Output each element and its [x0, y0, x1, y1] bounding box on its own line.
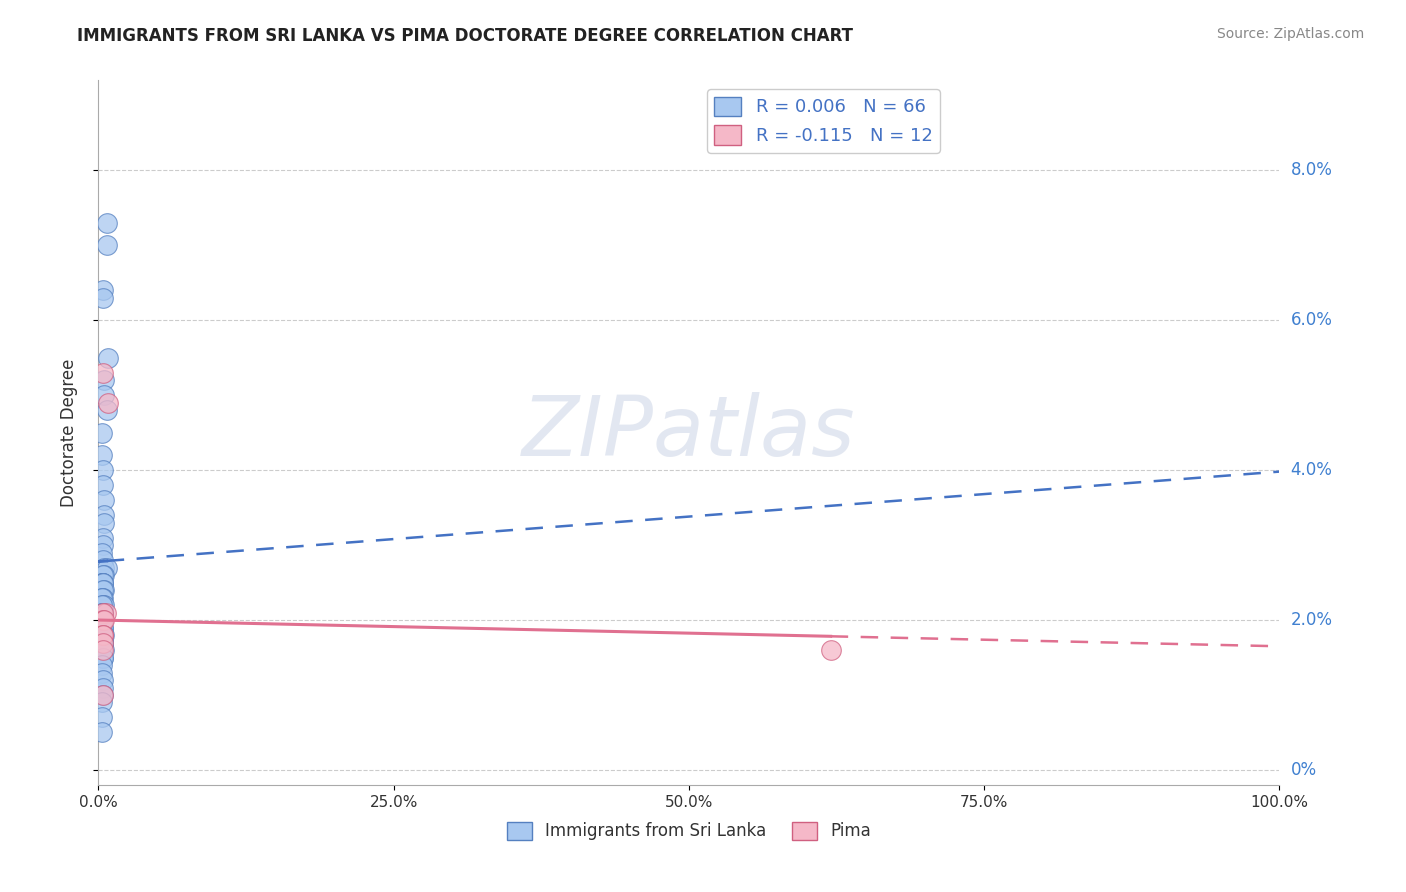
Point — [97, 395, 120, 409]
Point — [91, 681, 114, 695]
Text: Source: ZipAtlas.com: Source: ZipAtlas.com — [1216, 27, 1364, 41]
Point — [94, 606, 117, 620]
Point — [91, 628, 114, 642]
Point — [91, 710, 114, 724]
Point — [91, 613, 114, 627]
Point — [91, 606, 114, 620]
Point — [91, 606, 114, 620]
Point — [91, 665, 114, 680]
Point — [96, 238, 118, 252]
Point — [93, 493, 115, 508]
Point — [91, 591, 114, 605]
Point — [91, 621, 114, 635]
Point — [91, 635, 114, 649]
Point — [93, 560, 115, 574]
Text: 6.0%: 6.0% — [1291, 311, 1333, 329]
Legend: Immigrants from Sri Lanka, Pima: Immigrants from Sri Lanka, Pima — [501, 815, 877, 847]
Point — [91, 606, 114, 620]
Point — [91, 591, 114, 605]
Point — [91, 606, 114, 620]
Point — [91, 628, 114, 642]
Point — [93, 373, 115, 387]
Text: ZIPatlas: ZIPatlas — [522, 392, 856, 473]
Point — [91, 621, 114, 635]
Point — [96, 216, 118, 230]
Point — [96, 560, 118, 574]
Point — [91, 531, 114, 545]
Point — [93, 516, 115, 530]
Point — [91, 635, 114, 649]
Point — [91, 582, 114, 597]
Point — [93, 508, 115, 522]
Point — [91, 650, 114, 665]
Point — [91, 688, 114, 702]
Point — [91, 613, 114, 627]
Point — [93, 388, 115, 402]
Point — [91, 425, 114, 440]
Point — [91, 575, 114, 590]
Point — [91, 575, 114, 590]
Point — [91, 628, 114, 642]
Point — [91, 463, 114, 477]
Point — [91, 598, 114, 612]
Text: 2.0%: 2.0% — [1291, 611, 1333, 629]
Text: IMMIGRANTS FROM SRI LANKA VS PIMA DOCTORATE DEGREE CORRELATION CHART: IMMIGRANTS FROM SRI LANKA VS PIMA DOCTOR… — [77, 27, 853, 45]
Point — [91, 650, 114, 665]
Point — [91, 673, 114, 687]
Point — [93, 582, 115, 597]
Point — [91, 598, 114, 612]
Point — [91, 606, 114, 620]
Point — [91, 591, 114, 605]
Point — [91, 658, 114, 673]
Point — [91, 643, 114, 657]
Point — [91, 628, 114, 642]
Point — [91, 478, 114, 492]
Point — [91, 613, 114, 627]
Point — [91, 621, 114, 635]
Point — [91, 291, 114, 305]
Point — [91, 575, 114, 590]
Point — [96, 403, 118, 417]
Point — [91, 568, 114, 582]
Point — [91, 696, 114, 710]
Point — [91, 545, 114, 559]
Point — [91, 628, 114, 642]
Point — [91, 366, 114, 380]
Point — [820, 643, 842, 657]
Point — [93, 643, 115, 657]
Point — [97, 351, 120, 365]
Point — [91, 538, 114, 552]
Point — [91, 628, 114, 642]
Point — [93, 598, 115, 612]
Point — [93, 628, 115, 642]
Text: 4.0%: 4.0% — [1291, 461, 1333, 479]
Text: 8.0%: 8.0% — [1291, 161, 1333, 179]
Point — [91, 575, 114, 590]
Point — [91, 613, 114, 627]
Point — [91, 553, 114, 567]
Point — [91, 635, 114, 649]
Point — [91, 283, 114, 297]
Y-axis label: Doctorate Degree: Doctorate Degree — [59, 359, 77, 507]
Point — [93, 568, 115, 582]
Point — [91, 575, 114, 590]
Point — [91, 635, 114, 649]
Point — [91, 725, 114, 739]
Text: 0%: 0% — [1291, 761, 1316, 779]
Point — [91, 448, 114, 462]
Point — [93, 613, 115, 627]
Point — [91, 635, 114, 649]
Point — [91, 688, 114, 702]
